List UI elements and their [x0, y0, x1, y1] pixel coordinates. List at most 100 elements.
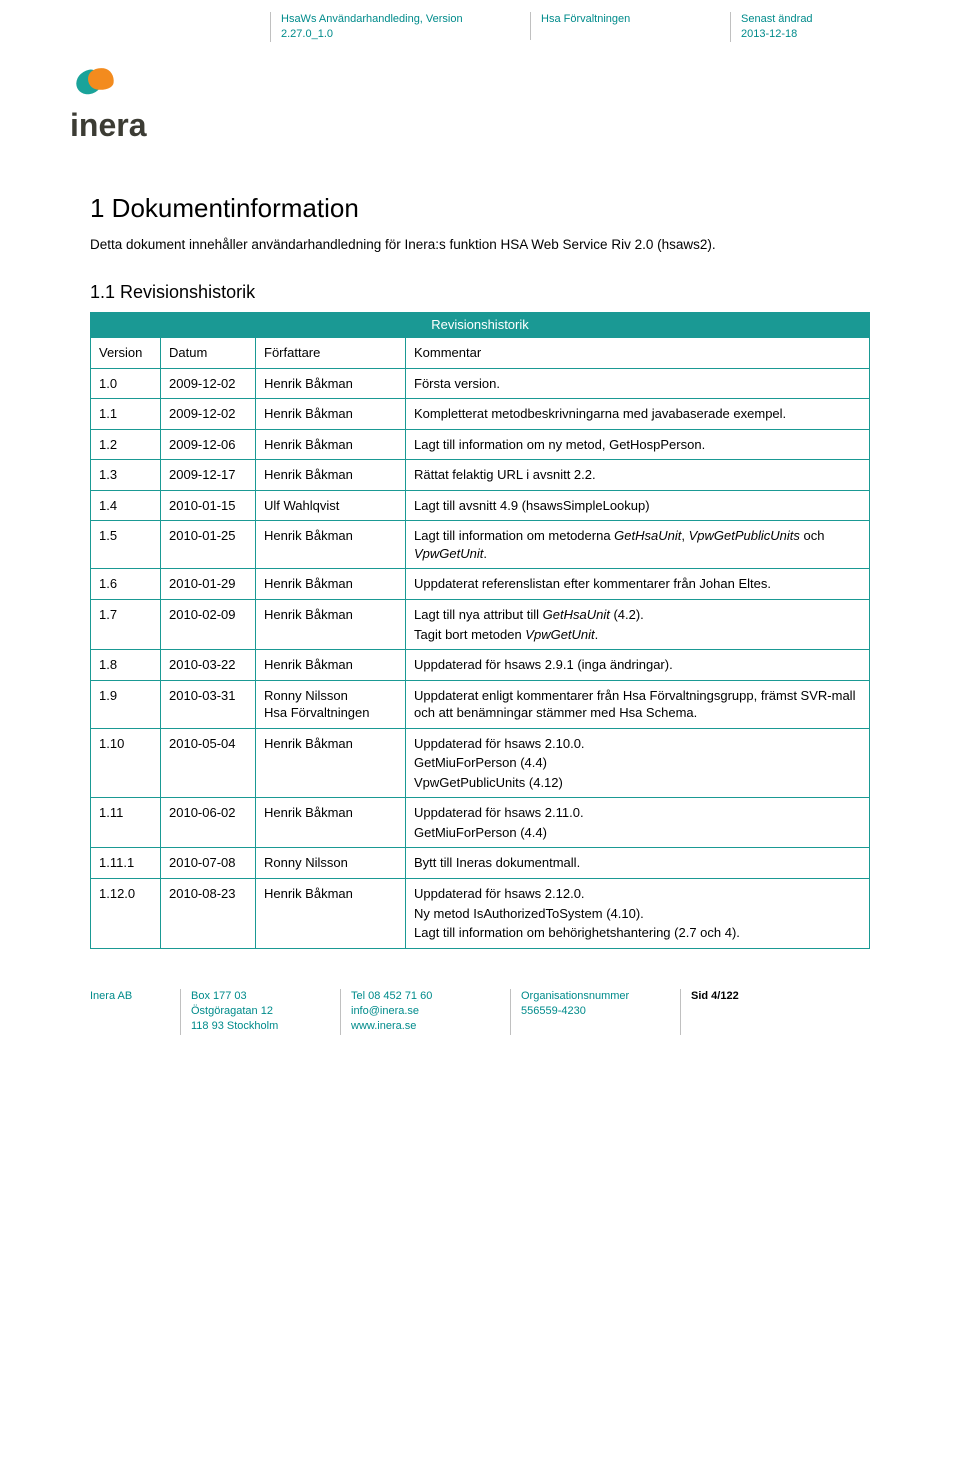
cell-version: 1.8 [91, 650, 161, 681]
cell-comment: Bytt till Ineras dokumentmall. [406, 848, 870, 879]
header-doc-title: HsaWs Användarhandleding, Version 2.27.0… [270, 12, 530, 42]
footer-web: www.inera.se [351, 1019, 490, 1034]
table-row: 1.11.12010-07-08Ronny NilssonBytt till I… [91, 848, 870, 879]
table-row: 1.32009-12-17Henrik BåkmanRättat felakti… [91, 460, 870, 491]
col-version: Version [91, 338, 161, 369]
cell-author: Henrik Båkman [256, 521, 406, 569]
cell-comment: Lagt till nya attribut till GetHsaUnit (… [406, 599, 870, 649]
cell-author: Henrik Båkman [256, 878, 406, 948]
footer-addr2: Östgöragatan 12 [191, 1004, 320, 1019]
cell-author: Henrik Båkman [256, 569, 406, 600]
footer-addr1: Box 177 03 [191, 989, 320, 1004]
cell-author: Ronny NilssonHsa Förvaltningen [256, 680, 406, 728]
cell-author: Henrik Båkman [256, 368, 406, 399]
cell-author: Henrik Båkman [256, 460, 406, 491]
header-changed-label: Senast ändrad [741, 13, 813, 25]
cell-date: 2009-12-02 [161, 368, 256, 399]
cell-version: 1.10 [91, 728, 161, 798]
footer-orgnr-label: Organisationsnummer [521, 989, 660, 1004]
cell-date: 2010-02-09 [161, 599, 256, 649]
cell-author: Henrik Båkman [256, 728, 406, 798]
table-row: 1.42010-01-15Ulf WahlqvistLagt till avsn… [91, 490, 870, 521]
table-row: 1.22009-12-06Henrik BåkmanLagt till info… [91, 429, 870, 460]
cell-version: 1.11.1 [91, 848, 161, 879]
table-banner: Revisionshistorik [91, 313, 870, 338]
cell-date: 2010-01-25 [161, 521, 256, 569]
cell-comment: Uppdaterad för hsaws 2.12.0.Ny metod IsA… [406, 878, 870, 948]
table-row: 1.92010-03-31Ronny NilssonHsa Förvaltnin… [91, 680, 870, 728]
table-row: 1.12.02010-08-23Henrik BåkmanUppdaterad … [91, 878, 870, 948]
col-date: Datum [161, 338, 256, 369]
revision-table: Revisionshistorik Version Datum Författa… [90, 312, 870, 948]
section-intro: Detta dokument innehåller användarhandle… [90, 236, 870, 254]
footer-company: Inera AB [90, 989, 180, 1004]
col-author: Författare [256, 338, 406, 369]
cell-version: 1.4 [91, 490, 161, 521]
cell-comment: Lagt till avsnitt 4.9 (hsawsSimpleLookup… [406, 490, 870, 521]
cell-author: Henrik Båkman [256, 599, 406, 649]
footer-orgnr: Organisationsnummer 556559-4230 [510, 989, 680, 1035]
cell-date: 2010-03-31 [161, 680, 256, 728]
cell-comment: Första version. [406, 368, 870, 399]
cell-comment: Rättat felaktig URL i avsnitt 2.2. [406, 460, 870, 491]
cell-date: 2009-12-17 [161, 460, 256, 491]
cell-date: 2010-01-29 [161, 569, 256, 600]
footer-page-value: Sid 4/122 [691, 989, 770, 1004]
col-comment: Kommentar [406, 338, 870, 369]
cell-version: 1.5 [91, 521, 161, 569]
table-row: 1.52010-01-25Henrik BåkmanLagt till info… [91, 521, 870, 569]
header-dept: Hsa Förvaltningen [530, 12, 730, 40]
table-row: 1.62010-01-29Henrik BåkmanUppdaterat ref… [91, 569, 870, 600]
footer-email: info@inera.se [351, 1004, 490, 1019]
table-row: 1.112010-06-02Henrik BåkmanUppdaterad fö… [91, 798, 870, 848]
footer-contact: Tel 08 452 71 60 info@inera.se www.inera… [340, 989, 510, 1035]
cell-version: 1.11 [91, 798, 161, 848]
header-changed-date: 2013-12-18 [741, 28, 797, 40]
cell-version: 1.7 [91, 599, 161, 649]
table-row: 1.102010-05-04Henrik BåkmanUppdaterad fö… [91, 728, 870, 798]
cell-comment: Kompletterat metodbeskrivningarna med ja… [406, 399, 870, 430]
footer-tel: Tel 08 452 71 60 [351, 989, 490, 1004]
footer-address: Box 177 03 Östgöragatan 12 118 93 Stockh… [180, 989, 340, 1035]
cell-comment: Uppdaterat enligt kommentarer från Hsa F… [406, 680, 870, 728]
cell-date: 2009-12-06 [161, 429, 256, 460]
cell-date: 2009-12-02 [161, 399, 256, 430]
cell-comment: Uppdaterad för hsaws 2.10.0.GetMiuForPer… [406, 728, 870, 798]
cell-version: 1.0 [91, 368, 161, 399]
cell-version: 1.3 [91, 460, 161, 491]
footer-addr3: 118 93 Stockholm [191, 1019, 320, 1034]
cell-comment: Uppdaterad för hsaws 2.9.1 (inga ändring… [406, 650, 870, 681]
cell-comment: Uppdaterad för hsaws 2.11.0.GetMiuForPer… [406, 798, 870, 848]
cell-date: 2010-07-08 [161, 848, 256, 879]
table-banner-row: Revisionshistorik [91, 313, 870, 338]
header-bar: HsaWs Användarhandleding, Version 2.27.0… [0, 0, 960, 50]
cell-date: 2010-08-23 [161, 878, 256, 948]
main-content: 1 Dokumentinformation Detta dokument inn… [0, 147, 960, 949]
cell-author: Ulf Wahlqvist [256, 490, 406, 521]
header-changed: Senast ändrad 2013-12-18 [730, 12, 850, 42]
logo-text: inera [70, 104, 146, 147]
cell-date: 2010-06-02 [161, 798, 256, 848]
table-row: 1.72010-02-09Henrik BåkmanLagt till nya … [91, 599, 870, 649]
cell-version: 1.12.0 [91, 878, 161, 948]
cell-author: Henrik Båkman [256, 429, 406, 460]
cell-comment: Uppdaterat referenslistan efter kommenta… [406, 569, 870, 600]
cell-date: 2010-01-15 [161, 490, 256, 521]
table-row: 1.12009-12-02Henrik BåkmanKompletterat m… [91, 399, 870, 430]
footer-orgnr-value: 556559-4230 [521, 1004, 660, 1019]
section-subtitle: 1.1 Revisionshistorik [90, 280, 870, 304]
footer-page: Sid 4/122 [680, 989, 790, 1035]
table-row: 1.82010-03-22Henrik BåkmanUppdaterad för… [91, 650, 870, 681]
section-title: 1 Dokumentinformation [90, 191, 870, 226]
cell-comment: Lagt till information om ny metod, GetHo… [406, 429, 870, 460]
table-row: 1.02009-12-02Henrik BåkmanFörsta version… [91, 368, 870, 399]
cell-version: 1.1 [91, 399, 161, 430]
cell-author: Ronny Nilsson [256, 848, 406, 879]
cell-date: 2010-05-04 [161, 728, 256, 798]
logo-block: inera [0, 50, 960, 147]
cell-author: Henrik Båkman [256, 650, 406, 681]
cell-author: Henrik Båkman [256, 798, 406, 848]
footer-spacer: Inera AB [90, 989, 180, 1035]
footer: Inera AB Box 177 03 Östgöragatan 12 118 … [0, 949, 960, 1065]
cell-version: 1.6 [91, 569, 161, 600]
